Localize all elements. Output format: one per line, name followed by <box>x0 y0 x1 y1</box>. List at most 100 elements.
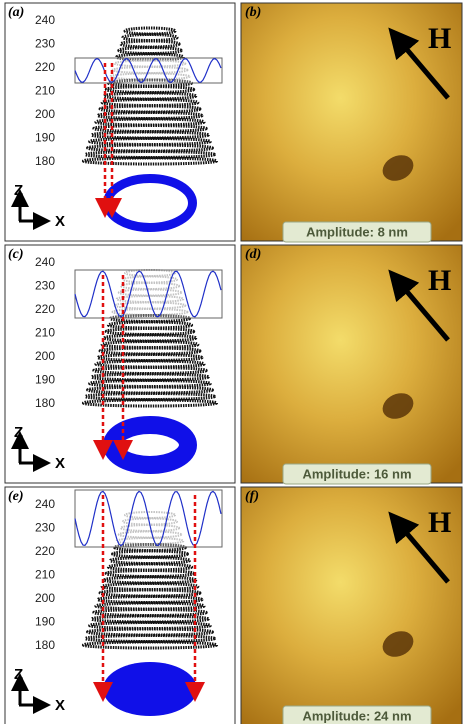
axis-x-label: X <box>55 213 65 230</box>
domain-spot <box>382 393 414 419</box>
ring-layer <box>119 39 181 49</box>
field-arrow <box>388 269 450 342</box>
ring-layer <box>94 117 206 127</box>
ring-layer <box>90 130 210 140</box>
field-label: H <box>428 506 451 539</box>
tick-label: 190 <box>35 131 55 145</box>
ring-layer <box>86 143 214 153</box>
panel-label: (f) <box>245 489 259 504</box>
ring-layer <box>124 511 176 519</box>
amplitude-label: Amplitude: 8 nm <box>306 224 408 239</box>
ring-layer <box>83 150 217 159</box>
ring-layer <box>83 392 217 401</box>
magnet-ring <box>103 662 197 716</box>
tick-label: 190 <box>35 615 55 629</box>
amplitude-box <box>282 221 432 243</box>
amplitude-label: Amplitude: 16 nm <box>302 466 411 481</box>
ring-layer <box>117 530 183 539</box>
axis-z-label: Z <box>14 182 23 199</box>
ring-layer <box>96 111 204 120</box>
afm-image <box>240 244 463 484</box>
tick-label: 200 <box>35 591 55 605</box>
tick-label: 240 <box>35 13 55 27</box>
ring-layer <box>104 327 196 336</box>
tick-label: 240 <box>35 497 55 511</box>
tick-label: 230 <box>35 521 55 535</box>
panel-label: (e) <box>8 489 24 504</box>
afm-image <box>240 2 463 242</box>
sine-wave <box>74 57 222 84</box>
row: (a) 240 230 220 210 200 190 180 Z X (b) H Amplitude:… <box>4 2 463 243</box>
tick-label: 190 <box>35 373 55 387</box>
ring-layer <box>121 517 179 526</box>
ring-layer <box>98 588 202 598</box>
axis-z-label: Z <box>14 666 23 683</box>
ring-layer <box>98 346 202 356</box>
ring-layer <box>83 634 217 643</box>
field-label: H <box>428 22 451 55</box>
ring-layer <box>109 72 191 81</box>
ring-layer <box>96 353 204 362</box>
tick-label: 210 <box>35 326 55 340</box>
ring-layer <box>115 52 185 62</box>
field-label: H <box>428 264 451 297</box>
axis-z-label: Z <box>14 424 23 441</box>
panel-label: (c) <box>8 247 24 262</box>
axis-x-label: X <box>55 455 65 472</box>
ring-layer <box>106 562 194 572</box>
ring-layer <box>86 385 214 395</box>
tick-label: 220 <box>35 60 55 74</box>
tick-label: 240 <box>35 255 55 269</box>
ring-layer <box>117 288 183 297</box>
ring-layer <box>123 26 177 36</box>
sine-wave <box>74 270 222 318</box>
row: (e) 240 230 220 210 200 190 180 Z X (f) H Amplitude:… <box>4 486 463 724</box>
ring-layer <box>111 308 189 316</box>
domain-spot <box>382 155 414 181</box>
amplitude-box <box>282 463 432 485</box>
ring-layer <box>115 537 185 545</box>
ring-layer <box>102 91 198 101</box>
tick-label: 230 <box>35 279 55 293</box>
ring-layer <box>119 282 181 290</box>
ring-layer <box>81 156 219 166</box>
tick-label: 220 <box>35 302 55 316</box>
ring-layer <box>104 569 196 578</box>
field-arrow <box>388 27 450 100</box>
ring-layer <box>108 556 192 565</box>
ring-layer <box>86 627 214 637</box>
tick-label: 180 <box>35 638 55 652</box>
ring-layer <box>98 104 202 114</box>
row: (c) 240 230 220 210 200 190 180 Z X (d) H Amplitude:… <box>4 244 463 485</box>
tick-label: 230 <box>35 37 55 51</box>
panel-label: (a) <box>8 5 24 20</box>
ring-layer <box>90 614 210 624</box>
field-arrow <box>388 511 450 584</box>
ring-layer <box>117 46 183 55</box>
ring-layer <box>111 549 189 559</box>
tick-label: 200 <box>35 349 55 363</box>
ring-layer <box>121 33 179 42</box>
ring-layer <box>81 640 219 650</box>
ring-layer <box>94 601 206 611</box>
tick-label: 220 <box>35 544 55 558</box>
tick-label: 200 <box>35 107 55 121</box>
ring-layer <box>121 275 179 284</box>
tick-label: 180 <box>35 396 55 410</box>
amplitude-box <box>282 705 432 724</box>
sine-box <box>74 269 223 319</box>
tick-label: 210 <box>35 568 55 582</box>
ring-layer <box>104 85 196 94</box>
ring-layer <box>106 320 194 330</box>
axis-x-label: X <box>55 697 65 714</box>
panel-label: (b) <box>245 5 261 20</box>
tick-label: 210 <box>35 84 55 98</box>
sine-wave <box>74 490 222 547</box>
afm-image <box>240 486 463 724</box>
amplitude-label: Amplitude: 24 nm <box>302 708 411 723</box>
ring-layer <box>94 359 206 369</box>
ring-layer <box>81 398 219 408</box>
ring-layer <box>96 595 204 604</box>
ring-layer <box>90 372 210 382</box>
